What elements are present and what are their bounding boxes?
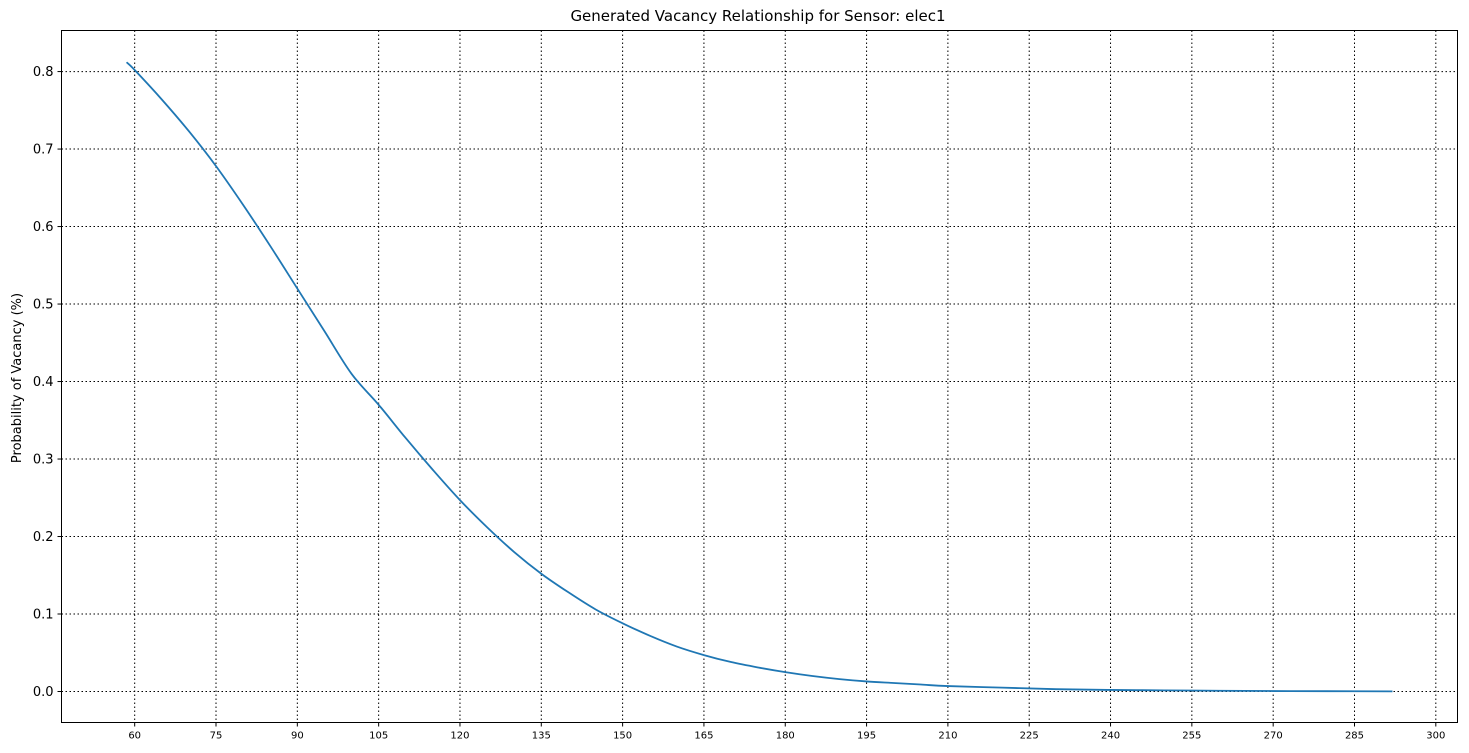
x-tick-label: 255 [1182,731,1201,742]
y-tick-label: 0.2 [33,530,54,545]
series-line [125,61,1393,693]
plot-frame [61,30,1458,723]
axis-ticks: 60 75 90 105 120 135 150 165 180 195 210 225 240 255 2… [33,65,1446,741]
grid [61,30,1458,723]
y-tick-label: 0.0 [33,685,54,700]
y-axis-label: Probability of Vacancy (%) [10,293,25,463]
x-tick-label: 180 [776,731,795,742]
x-tick-label: 195 [857,731,876,742]
x-tick-label: 240 [1101,731,1120,742]
x-tick-label: 135 [532,731,551,742]
y-tick-label: 0.4 [33,375,54,390]
x-tick-label: 150 [613,731,632,742]
y-tick-label: 0.3 [33,453,54,468]
chart-title: Generated Vacancy Relationship for Senso… [570,7,945,25]
y-tick-label: 0.7 [33,143,54,158]
x-tick-label: 120 [450,731,469,742]
x-tick-label: 300 [1426,731,1445,742]
x-tick-label: 225 [1020,731,1039,742]
x-tick-label: 75 [210,731,223,742]
y-tick-label: 0.1 [33,608,54,623]
x-tick-label: 270 [1264,731,1283,742]
y-tick-label: 0.6 [33,220,54,235]
x-tick-label: 60 [128,731,141,742]
x-tick-label: 165 [694,731,713,742]
y-tick-label: 0.5 [33,298,54,313]
series-layer [125,61,1393,693]
x-tick-label: 90 [291,731,304,742]
x-tick-label: 210 [938,731,957,742]
x-tick-label: 285 [1345,731,1364,742]
y-tick-label: 0.8 [33,65,54,80]
x-tick-label: 105 [369,731,388,742]
